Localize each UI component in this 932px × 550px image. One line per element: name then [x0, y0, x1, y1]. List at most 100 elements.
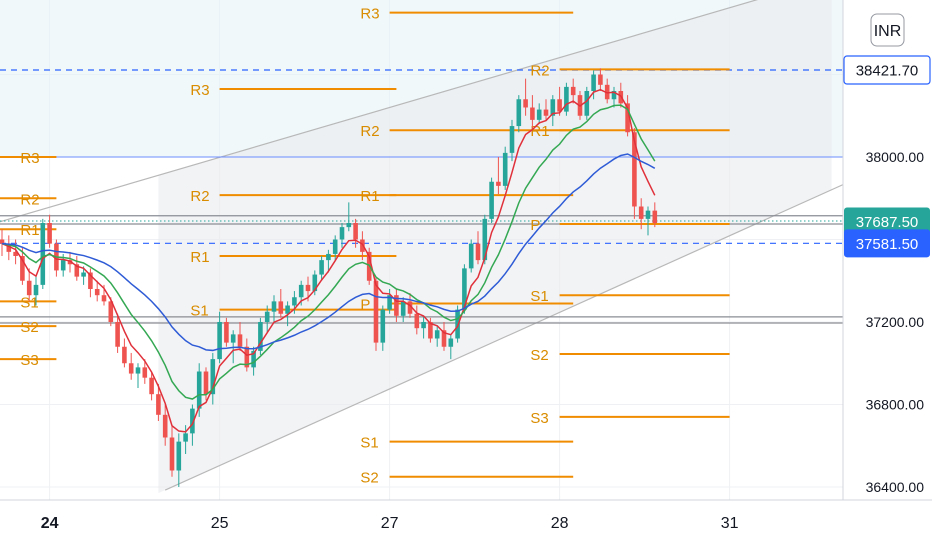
candle-body — [169, 437, 175, 471]
candle-body — [346, 223, 352, 228]
candle-body — [414, 313, 420, 329]
candle-body — [244, 346, 250, 368]
candle-body — [400, 301, 406, 316]
price-label: 37581.50 — [844, 229, 930, 258]
candle-body — [298, 284, 304, 298]
price-label-box — [844, 207, 930, 236]
candle-body — [258, 322, 263, 351]
background-zones — [0, 0, 843, 494]
candle-body — [271, 301, 277, 312]
candle-body — [0, 239, 5, 244]
pivot-label: R3 — [190, 82, 209, 99]
x-tick-label: 25 — [211, 515, 229, 532]
x-tick-label: 31 — [721, 515, 739, 532]
pivot-label: R1 — [530, 123, 549, 140]
candle-body — [237, 334, 243, 347]
candle-body — [373, 280, 379, 343]
candle-body — [292, 297, 297, 306]
candle-body — [142, 367, 148, 378]
candle-body — [47, 223, 52, 244]
candle-body — [625, 103, 630, 133]
candle-body — [509, 126, 515, 153]
pivot-label: S1 — [360, 435, 378, 452]
candle-body — [224, 322, 229, 343]
y-axis-ticks: 36400.00 36800.00 37200.00 38000.00 — [866, 149, 925, 495]
candle-body — [203, 371, 209, 395]
pivot-label: R2 — [530, 62, 549, 79]
candle-body — [210, 359, 216, 395]
candle-body — [305, 284, 311, 292]
candle-body — [176, 441, 182, 471]
candle-body — [611, 91, 617, 100]
candle-body — [523, 99, 528, 108]
pivot-label: S2 — [20, 319, 38, 336]
candle-body — [407, 301, 413, 314]
ma-line — [1, 153, 656, 352]
pivot-label: S1 — [530, 288, 548, 305]
candle-body — [530, 107, 535, 120]
candle-body — [40, 223, 46, 285]
candle-body — [598, 74, 603, 85]
candle-body — [20, 256, 25, 281]
candle-body — [217, 322, 222, 360]
x-tick-label: 27 — [381, 515, 399, 532]
candle-body — [502, 152, 508, 186]
channel-upper-line — [0, 0, 759, 223]
candle-body — [183, 433, 188, 442]
candle-body — [557, 99, 562, 112]
price-label-text: 37581.50 — [856, 236, 919, 253]
candle-body — [128, 363, 134, 374]
candle-body — [122, 346, 127, 364]
candle-body — [645, 210, 651, 219]
candle-body — [570, 86, 576, 96]
candle-body — [94, 289, 100, 296]
candle-body — [428, 322, 433, 339]
channel-lower-line — [164, 164, 887, 491]
candle-body — [394, 295, 399, 316]
candle-body — [67, 260, 73, 265]
candle-body — [468, 243, 474, 269]
x-axis-ticks: 24 25 27 28 31 — [41, 515, 739, 532]
price-label: 38421.70 — [843, 55, 931, 85]
pivot-label: R3 — [20, 150, 39, 167]
candle-body — [33, 284, 39, 296]
candle-body — [285, 305, 290, 314]
pivot-label: P — [530, 217, 540, 234]
price-label-text: 37687.50 — [856, 214, 919, 231]
candle-body — [550, 99, 556, 116]
price-labels: 38421.70 37687.50 37581.50 — [843, 55, 931, 258]
currency-badge[interactable]: INR — [870, 13, 905, 47]
pivot-label: R2 — [190, 188, 209, 205]
candle-body — [101, 295, 107, 302]
candle-body — [190, 408, 195, 434]
pivot-label: R1 — [360, 188, 379, 205]
y-tick-label: 38000.00 — [866, 149, 925, 165]
moving-averages — [1, 88, 656, 433]
pivot-label: P — [360, 296, 370, 313]
candle-body — [441, 330, 447, 347]
candle-body — [6, 243, 12, 252]
candle-body — [196, 371, 202, 409]
pivot-label: R2 — [360, 123, 379, 140]
pivot-label: S2 — [360, 470, 378, 487]
candle-body — [312, 274, 318, 292]
candle-body — [421, 322, 426, 329]
candle-body — [434, 330, 440, 339]
candle-body — [332, 239, 338, 254]
price-label: 37687.50 — [844, 207, 930, 236]
candle-body — [264, 311, 270, 322]
y-tick-label: 36800.00 — [866, 397, 925, 413]
candle-body — [251, 350, 256, 368]
candle-body — [496, 181, 501, 186]
candle-body — [135, 367, 141, 374]
candle-body — [564, 86, 569, 112]
candle-body — [380, 309, 386, 343]
candle-body — [115, 322, 120, 347]
candle-body — [591, 74, 596, 91]
candle-body — [482, 218, 488, 261]
candle-body — [74, 264, 80, 277]
candle-body — [162, 414, 168, 438]
y-tick-label: 37200.00 — [866, 314, 925, 330]
